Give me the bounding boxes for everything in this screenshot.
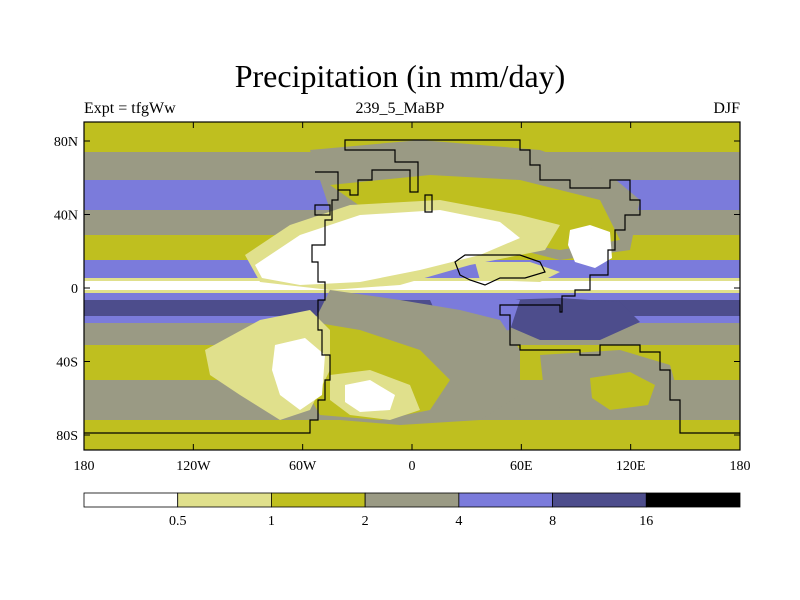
legend-label: 2: [362, 514, 369, 529]
legend-swatch: [271, 492, 366, 508]
x-tick-label: 120W: [176, 459, 211, 474]
period-label: 239_5_MaBP: [355, 100, 445, 117]
legend-label: 4: [455, 514, 462, 529]
island-outline: [424, 194, 433, 213]
x-tick-label: 180: [74, 459, 95, 474]
legend-swatch: [83, 492, 179, 508]
legend-swatch: [177, 492, 272, 508]
patch-south-white: [272, 338, 325, 410]
y-tick-label: 80S: [56, 429, 78, 444]
legend-swatch: [458, 492, 553, 508]
y-tick-label: 80N: [54, 135, 78, 150]
band-equator-white: [84, 281, 740, 290]
experiment-label: Expt = tfgWw: [84, 100, 176, 117]
inland-basin-outline: [454, 254, 546, 286]
legend-swatch: [364, 492, 460, 508]
y-tick-label: 40N: [54, 209, 78, 224]
axis-ticks: 180 120W 60W 0 60E 120E 180 80N 40N 0 40S 80S: [54, 122, 751, 474]
x-tick-label: 60W: [289, 459, 317, 474]
patch-east-navy: [500, 298, 640, 340]
legend-label: 0.5: [169, 514, 187, 529]
patch-southeast-olive: [590, 372, 655, 410]
patch-south-white-2: [345, 380, 395, 412]
legend: 0.5 1 2 4 8 16: [83, 492, 741, 529]
map-title: Precipitation (in mm/day): [234, 58, 566, 94]
x-tick-label: 120E: [616, 459, 646, 474]
x-tick-label: 180: [730, 459, 751, 474]
y-tick-label: 40S: [56, 356, 78, 371]
patch-north-white: [255, 210, 520, 285]
x-tick-label: 0: [409, 459, 416, 474]
season-label: DJF: [713, 100, 740, 117]
legend-label: 16: [639, 514, 653, 529]
patch-east-pale: [475, 262, 560, 282]
x-tick-label: 60E: [510, 459, 533, 474]
legend-label: 1: [268, 514, 275, 529]
continent-outline: [84, 139, 740, 434]
legend-swatch: [645, 492, 741, 508]
precipitation-field: [84, 122, 740, 450]
northwest-coast-outline: [314, 171, 339, 216]
legend-label: 8: [549, 514, 556, 529]
legend-swatch: [552, 492, 647, 508]
patch-east-white: [568, 225, 612, 268]
y-tick-label: 0: [71, 282, 78, 297]
